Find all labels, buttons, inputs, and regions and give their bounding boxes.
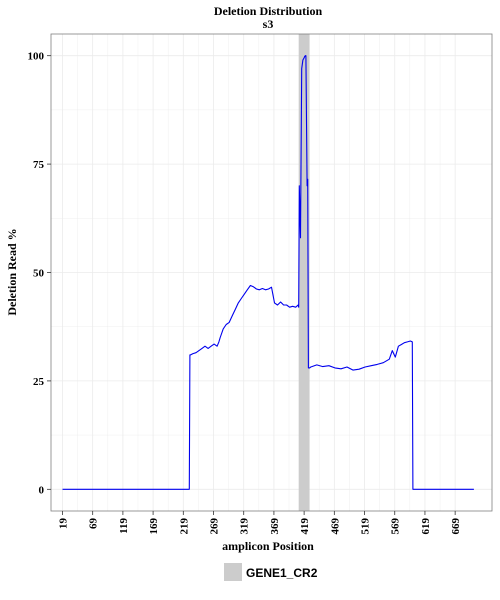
x-tick-label: 669 bbox=[450, 518, 462, 535]
x-tick-label: 569 bbox=[390, 518, 402, 535]
y-tick-label: 0 bbox=[39, 484, 45, 496]
chart-subtitle: s3 bbox=[263, 17, 274, 31]
y-tick-label: 100 bbox=[28, 51, 45, 63]
x-tick-label: 219 bbox=[178, 518, 190, 535]
x-tick-label: 19 bbox=[57, 518, 69, 530]
grid-lines bbox=[51, 34, 492, 511]
x-tick-label: 119 bbox=[118, 518, 130, 534]
chart-title: Deletion Distribution bbox=[214, 4, 323, 18]
legend-swatch-gene1-cr2 bbox=[224, 563, 242, 581]
legend-label-gene1-cr2: GENE1_CR2 bbox=[246, 566, 318, 580]
region-layer bbox=[298, 34, 310, 511]
x-tick-label: 69 bbox=[88, 518, 100, 530]
y-axis-title: Deletion Read % bbox=[5, 228, 19, 315]
x-tick-label: 619 bbox=[420, 518, 432, 535]
x-tick-label: 519 bbox=[360, 518, 372, 535]
y-axis-ticks: 0 25 50 75 100 bbox=[28, 51, 51, 496]
x-axis-title: amplicon Position bbox=[222, 539, 314, 553]
legend: GENE1_CR2 bbox=[224, 563, 318, 581]
x-tick-label: 419 bbox=[299, 518, 311, 535]
y-tick-label: 75 bbox=[33, 159, 45, 171]
region-band-gene1-cr2 bbox=[298, 34, 310, 511]
deletion-series-line bbox=[62, 55, 474, 490]
x-tick-label: 319 bbox=[239, 518, 251, 535]
x-tick-label: 469 bbox=[329, 518, 341, 535]
x-axis-ticks: 19 69 119 169 219 269 319 369 419 469 519 569 619 669 bbox=[57, 511, 462, 535]
y-tick-label: 25 bbox=[33, 376, 45, 388]
x-tick-label: 169 bbox=[148, 518, 160, 535]
x-tick-label: 369 bbox=[269, 518, 281, 535]
series-layer bbox=[62, 55, 474, 490]
x-tick-label: 269 bbox=[209, 518, 221, 535]
y-tick-label: 50 bbox=[33, 268, 45, 280]
